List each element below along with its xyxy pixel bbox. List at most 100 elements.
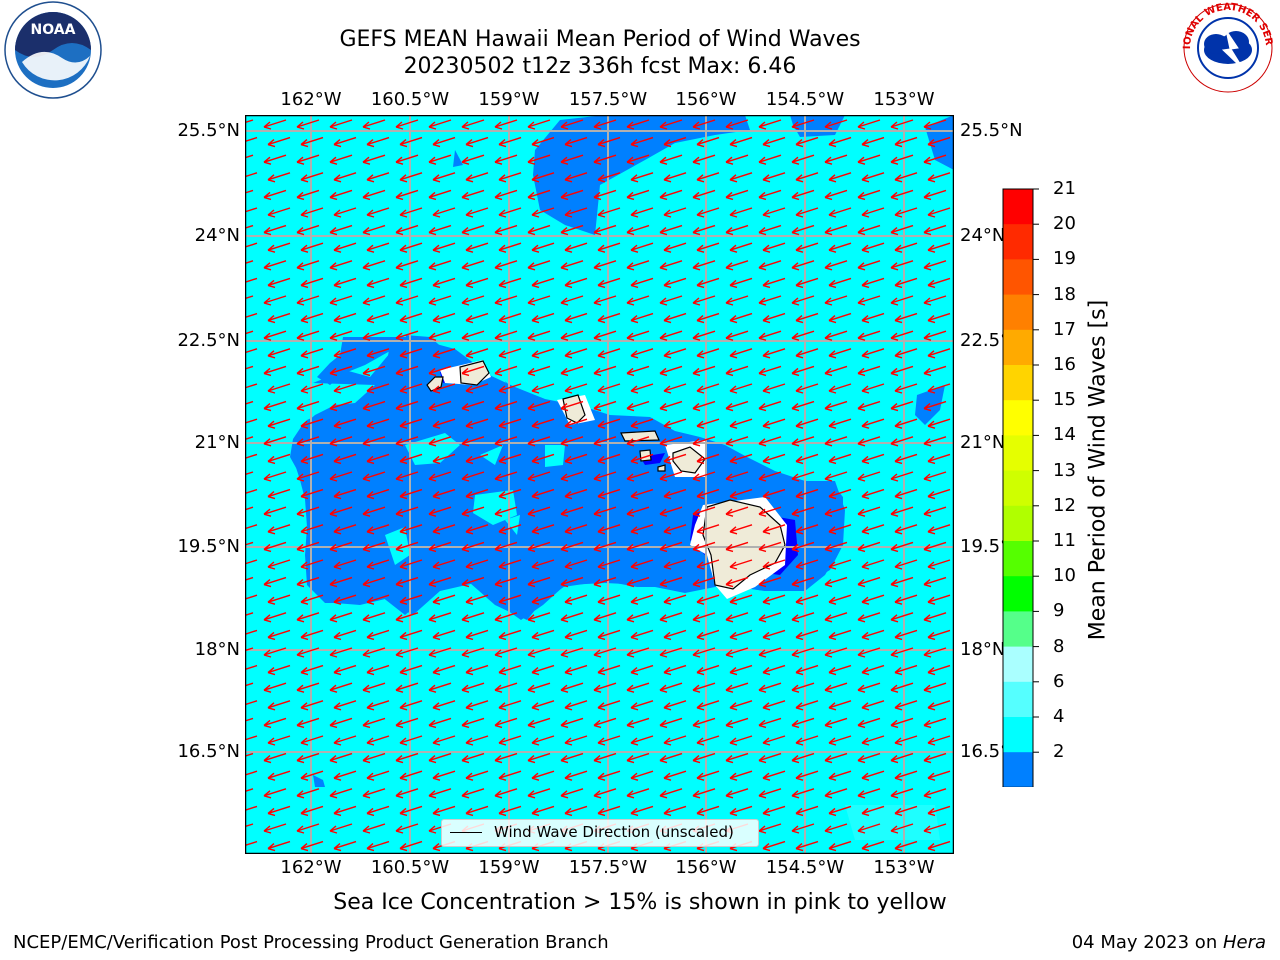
direction-arrow bbox=[296, 365, 320, 377]
direction-arrow bbox=[498, 629, 522, 641]
direction-arrow bbox=[890, 752, 914, 764]
direction-arrow bbox=[659, 612, 683, 623]
direction-arrow bbox=[395, 224, 419, 236]
direction-arrow bbox=[461, 541, 485, 553]
direction-arrow bbox=[824, 189, 848, 201]
direction-arrow bbox=[432, 383, 456, 394]
legend-line-swatch bbox=[450, 832, 482, 833]
direction-arrow bbox=[494, 647, 518, 658]
period-4-6-pockets bbox=[385, 377, 940, 840]
direction-arrow bbox=[894, 559, 918, 570]
direction-arrow bbox=[857, 471, 881, 482]
direction-arrow bbox=[531, 770, 555, 781]
direction-arrow bbox=[824, 119, 848, 130]
direction-arrow bbox=[659, 189, 683, 201]
direction-arrow bbox=[267, 418, 291, 429]
direction-arrow bbox=[758, 154, 782, 165]
direction-arrow bbox=[465, 348, 489, 359]
direction-arrow bbox=[395, 752, 419, 764]
direction-arrow bbox=[333, 488, 357, 500]
direction-arrow bbox=[626, 752, 650, 764]
direction-arrow bbox=[791, 471, 815, 482]
direction-arrow bbox=[828, 488, 852, 500]
direction-arrow bbox=[461, 436, 485, 447]
direction-arrow bbox=[432, 312, 456, 324]
direction-arrow bbox=[824, 400, 848, 412]
direction-arrow bbox=[494, 506, 518, 517]
direction-arrow bbox=[659, 119, 683, 130]
direction-arrow bbox=[659, 506, 683, 517]
direction-arrow bbox=[531, 312, 555, 324]
direction-arrow bbox=[758, 788, 782, 799]
direction-arrow bbox=[828, 136, 852, 148]
direction-arrow bbox=[890, 823, 914, 834]
direction-arrow bbox=[758, 682, 782, 693]
direction-arrow bbox=[762, 524, 786, 535]
direction-arrow bbox=[329, 717, 353, 729]
direction-arrow bbox=[399, 277, 423, 289]
direction-arrow bbox=[395, 788, 419, 799]
direction-arrow bbox=[861, 805, 885, 817]
direction-arrow bbox=[465, 488, 489, 500]
lat-tick-right: 24°N bbox=[960, 225, 1006, 246]
direction-arrow bbox=[593, 260, 617, 271]
direction-arrow bbox=[894, 277, 918, 289]
direction-arrow bbox=[432, 735, 456, 746]
direction-arrow bbox=[498, 594, 522, 605]
direction-arrow bbox=[245, 576, 254, 581]
direction-arrow bbox=[366, 418, 390, 429]
direction-arrow bbox=[362, 295, 386, 306]
direction-arrow bbox=[696, 207, 720, 218]
direction-arrow bbox=[593, 400, 617, 412]
direction-arrow bbox=[399, 664, 423, 676]
direction-arrow bbox=[927, 735, 951, 746]
direction-arrow bbox=[399, 629, 423, 641]
direction-arrow bbox=[894, 524, 918, 535]
direction-arrow bbox=[465, 629, 489, 641]
direction-arrow bbox=[762, 664, 786, 676]
direction-arrow bbox=[795, 629, 819, 641]
direction-arrow bbox=[692, 717, 716, 729]
direction-arrow bbox=[362, 576, 386, 588]
direction-arrow bbox=[795, 594, 819, 605]
direction-arrow bbox=[593, 788, 617, 799]
direction-arrow bbox=[300, 524, 324, 535]
direction-arrow bbox=[597, 700, 621, 711]
direction-arrow bbox=[527, 506, 551, 517]
direction-arrow bbox=[560, 295, 584, 306]
direction-arrow bbox=[527, 189, 551, 201]
direction-arrow bbox=[428, 119, 452, 130]
direction-arrow bbox=[329, 365, 353, 377]
direction-arrow bbox=[465, 664, 489, 676]
direction-arrow bbox=[465, 594, 489, 605]
direction-arrow bbox=[296, 717, 320, 729]
direction-arrow bbox=[659, 471, 683, 482]
direction-arrow bbox=[795, 172, 819, 183]
direction-arrow bbox=[531, 172, 555, 183]
direction-arrow bbox=[362, 330, 386, 341]
direction-arrow bbox=[296, 788, 320, 799]
direction-arrow bbox=[725, 612, 749, 623]
direction-arrow bbox=[762, 488, 786, 500]
colorbar-tick-label: 15 bbox=[1053, 389, 1076, 411]
direction-arrow bbox=[659, 541, 683, 553]
direction-arrow bbox=[263, 506, 287, 517]
direction-arrow bbox=[465, 559, 489, 570]
direction-arrow bbox=[263, 647, 287, 658]
direction-arrow bbox=[267, 559, 291, 570]
direction-arrow bbox=[399, 735, 423, 746]
direction-arrow bbox=[663, 383, 687, 394]
direction-arrow bbox=[300, 488, 324, 500]
direction-arrow bbox=[861, 770, 885, 781]
direction-arrow bbox=[923, 576, 947, 588]
direction-arrow bbox=[245, 647, 254, 652]
direction-arrow bbox=[593, 119, 617, 130]
direction-arrow bbox=[593, 189, 617, 201]
direction-arrow bbox=[758, 119, 782, 130]
direction-arrow bbox=[663, 348, 687, 359]
direction-arrow bbox=[498, 277, 522, 289]
direction-arrow bbox=[366, 664, 390, 676]
direction-arrow bbox=[626, 154, 650, 165]
direction-arrow bbox=[461, 788, 485, 799]
direction-arrow bbox=[758, 823, 782, 834]
